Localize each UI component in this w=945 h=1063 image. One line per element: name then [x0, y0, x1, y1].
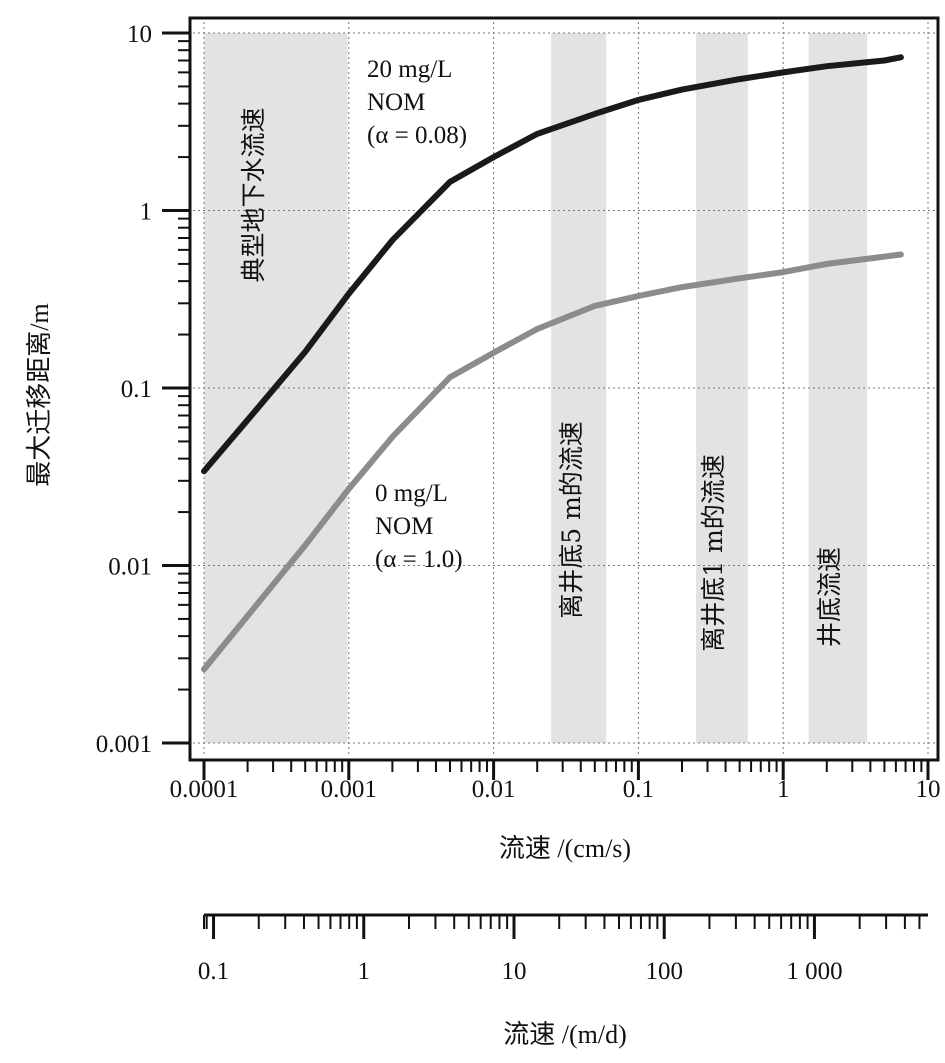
secondary-x-tick-label: 1	[358, 958, 371, 985]
x-tick-label: 0.0001	[170, 776, 239, 803]
text-labels: 0.0001 0.001 0.01 0.1 1 10 0.001 0.01 0.1 1 10 0.1 1…	[96, 21, 941, 985]
series-lines	[201, 54, 904, 673]
series-annotation-0: NOM	[367, 89, 425, 116]
x-tick-label: 0.001	[321, 776, 377, 803]
grid-lines	[193, 22, 935, 756]
secondary-x-axis-title: 流速 /(m/d)	[503, 1020, 627, 1049]
y-tick-label: 10	[127, 21, 152, 48]
y-tick-label: 1	[140, 199, 153, 226]
band-label-2: 离井底1 m的流速	[699, 454, 728, 652]
x-axis-title: 流速 /(cm/s)	[499, 834, 631, 863]
x-tick-label: 0.01	[472, 776, 516, 803]
series-annotation-0: 20 mg/L	[367, 56, 452, 83]
band-label-1: 离井底5 m的流速	[557, 421, 586, 619]
x-tick-label: 1	[777, 776, 790, 803]
axes	[162, 18, 938, 939]
series-annotation-1: 0 mg/L	[375, 480, 448, 507]
band-label-3: 井底流速	[815, 547, 844, 647]
secondary-x-tick-label: 10	[501, 958, 526, 985]
y-tick-label: 0.1	[121, 376, 152, 403]
y-axis-title: 最大迁移距离/m	[25, 303, 54, 486]
x-tick-label: 0.1	[623, 776, 654, 803]
series-line-1	[201, 251, 904, 673]
secondary-x-tick-label: 1 000	[786, 958, 842, 985]
series-annotation-1: (α = 1.0)	[375, 546, 463, 573]
series-line-0	[201, 54, 904, 475]
x-tick-label: 10	[916, 776, 941, 803]
y-tick-label: 0.01	[108, 554, 152, 581]
series-annotation-0: (α = 0.08)	[367, 122, 467, 149]
secondary-x-tick-label: 0.1	[198, 958, 229, 985]
series-annotation-1: NOM	[375, 513, 433, 540]
secondary-x-tick-label: 100	[645, 958, 683, 985]
y-tick-label: 0.001	[96, 731, 152, 758]
band-label-0: 典型地下水流速	[239, 107, 268, 282]
